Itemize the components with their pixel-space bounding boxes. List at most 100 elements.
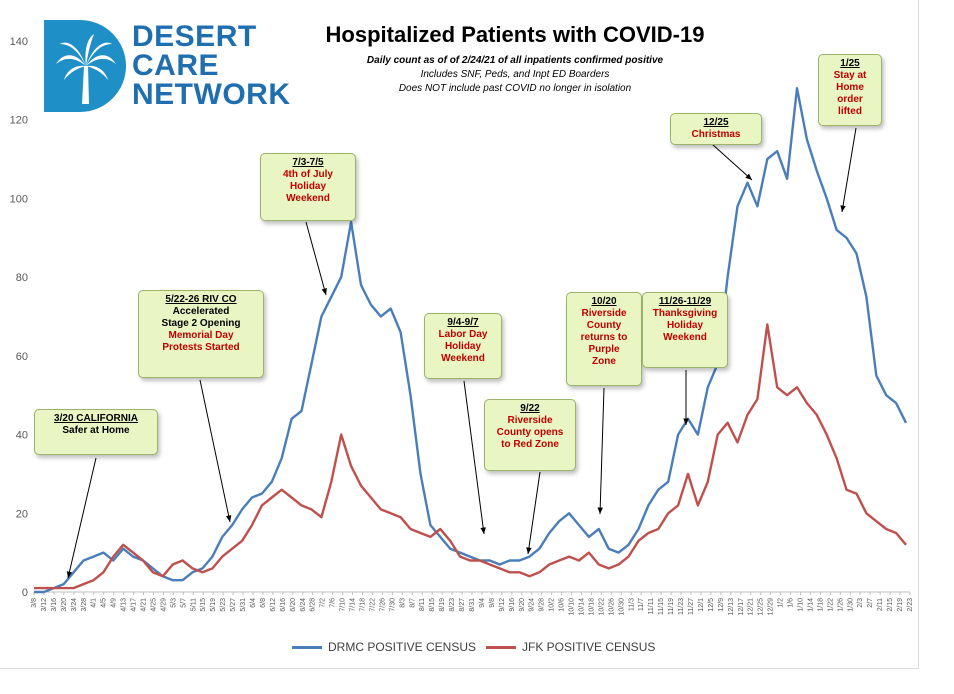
x-tick-label: 9/28 xyxy=(539,598,546,612)
x-tick-label: 10/18 xyxy=(588,598,595,616)
annotation-heading: 9/22 xyxy=(520,403,540,414)
x-tick-label: 3/16 xyxy=(51,598,58,612)
logo-d-mark xyxy=(44,20,126,112)
annotation-heading: 12/25 xyxy=(703,117,729,128)
x-tick-label: 9/12 xyxy=(499,598,506,612)
x-tick-label: 5/19 xyxy=(210,598,217,612)
x-tick-label: 7/14 xyxy=(350,598,357,612)
x-tick-label: 4/21 xyxy=(141,598,148,612)
annotation-heading: 10/20 xyxy=(591,296,617,307)
x-tick-label: 6/12 xyxy=(270,598,277,612)
x-tick-label: 1/30 xyxy=(847,598,854,612)
legend-label-drmc: DRMC POSITIVE CENSUS xyxy=(328,640,477,654)
x-tick-label: 12/25 xyxy=(758,598,765,616)
x-tick-label: 3/24 xyxy=(71,598,78,612)
x-tick-label: 12/29 xyxy=(768,598,775,616)
x-tick-label: 2/19 xyxy=(897,598,904,612)
chart-title: Hospitalized Patients with COVID-19 xyxy=(325,22,705,47)
annotation-text-red: County opens xyxy=(496,427,564,438)
x-tick-label: 2/3 xyxy=(857,598,864,608)
annotation-heading: 9/4-9/7 xyxy=(447,317,479,328)
x-tick-label: 11/27 xyxy=(688,598,695,615)
y-tick-label: 120 xyxy=(10,115,28,127)
x-tick-label: 5/11 xyxy=(190,598,197,611)
x-tick-label: 4/9 xyxy=(111,598,118,608)
x-tick-label: 1/22 xyxy=(827,598,834,612)
x-tick-label: 10/2 xyxy=(549,598,556,612)
annotation-callout: 11/26-11/29 Thanksgiving Holiday Weekend xyxy=(642,292,728,368)
annotation-arrowhead xyxy=(321,288,327,295)
x-tick-label: 6/20 xyxy=(290,598,297,612)
annotation-arrow xyxy=(711,143,753,181)
annotation-text: Stage 2 Opening xyxy=(161,318,241,329)
legend-label-jfk: JFK POSITIVE CENSUS xyxy=(522,640,656,654)
x-tick-label: 12/13 xyxy=(728,598,735,616)
x-tick-label: 12/1 xyxy=(698,598,705,612)
x-tick-label: 12/9 xyxy=(718,598,725,612)
y-tick-label: 140 xyxy=(10,36,28,48)
annotation-text-red: order xyxy=(837,94,863,105)
x-tick-label: 1/14 xyxy=(807,598,814,612)
x-tick-label: 6/28 xyxy=(310,598,317,612)
x-tick-label: 5/15 xyxy=(200,598,207,612)
annotation-text-red: lifted xyxy=(838,106,862,117)
y-tick-label: 60 xyxy=(16,351,28,363)
chart-subtitle-1: Daily count as of of 2/24/21 of all inpa… xyxy=(366,55,664,66)
annotation-heading: 3/20 CALIFORNIA xyxy=(54,413,138,424)
annotation-arrowhead xyxy=(66,571,73,578)
x-tick-label: 12/5 xyxy=(708,598,715,612)
x-tick-label: 10/30 xyxy=(618,598,625,616)
x-tick-label: 9/20 xyxy=(519,598,526,612)
annotation-text-red: Weekend xyxy=(441,353,485,364)
x-tick-label: 2/15 xyxy=(887,598,894,612)
x-tick-label: 1/26 xyxy=(837,598,844,612)
x-tick-label: 11/23 xyxy=(678,598,685,615)
annotation-text-red: Riverside xyxy=(581,308,627,319)
x-tick-label: 11/11 xyxy=(648,598,655,615)
annotation-heading: 11/26-11/29 xyxy=(658,296,712,307)
x-tick-label: 10/14 xyxy=(579,598,586,616)
x-tick-label: 12/17 xyxy=(738,598,745,616)
annotation-heading: 7/3-7/5 xyxy=(292,157,324,168)
annotation-callout: 1/25 Stay at Home order lifted xyxy=(818,54,882,126)
annotation-text-red: Labor Day xyxy=(438,329,488,340)
x-tick-label: 7/18 xyxy=(360,598,367,612)
x-tick-label: 2/11 xyxy=(877,598,884,611)
annotation-callout: 9/22 Riverside County opens to Red Zone xyxy=(484,399,576,471)
x-tick-label: 10/10 xyxy=(569,598,576,616)
legend-swatch-drmc xyxy=(292,645,322,649)
annotation-arrow xyxy=(67,457,97,579)
x-tick-label: 7/10 xyxy=(340,598,347,612)
x-tick-label: 4/25 xyxy=(150,598,157,612)
annotation-arrowhead xyxy=(745,173,752,180)
y-tick-label: 0 xyxy=(22,587,28,599)
x-tick-label: 7/6 xyxy=(330,598,337,608)
x-tick-label: 7/22 xyxy=(369,598,376,612)
annotation-text-red: Holiday xyxy=(444,341,482,352)
annotation-callout: 10/20 Riverside County returns to Purple Zone xyxy=(566,292,642,386)
annotation-text-red: Weekend xyxy=(286,193,330,204)
x-tick-label: 8/11 xyxy=(419,598,426,611)
x-tick-label: 6/8 xyxy=(260,598,267,608)
x-tick-label: 4/17 xyxy=(131,598,138,612)
annotation-arrow xyxy=(199,379,231,523)
x-tick-label: 5/3 xyxy=(170,598,177,608)
x-tick-label: 11/7 xyxy=(638,598,645,611)
chart-frame xyxy=(0,0,919,669)
annotation-arrowhead xyxy=(480,527,486,534)
annotation-arrow xyxy=(527,471,541,555)
legend-item-jfk: JFK POSITIVE CENSUS xyxy=(486,640,655,654)
x-tick-label: 8/15 xyxy=(429,598,436,612)
y-tick-label: 100 xyxy=(10,193,28,205)
chart-subtitle-2: Includes SNF, Peds, and Inpt ED Boarders xyxy=(420,69,610,80)
annotation-text-red: Purple xyxy=(588,344,620,355)
x-tick-label: 5/7 xyxy=(180,598,187,608)
annotation-arrowhead xyxy=(683,418,689,425)
x-tick-label: 10/26 xyxy=(608,598,615,616)
x-tick-label: 4/29 xyxy=(160,598,167,612)
x-tick-label: 11/19 xyxy=(668,598,675,615)
legend-swatch-jfk xyxy=(486,645,516,649)
x-tick-label: 11/15 xyxy=(658,598,665,615)
annotation-text-red: Holiday xyxy=(666,320,704,331)
x-tick-label: 5/27 xyxy=(230,598,237,612)
